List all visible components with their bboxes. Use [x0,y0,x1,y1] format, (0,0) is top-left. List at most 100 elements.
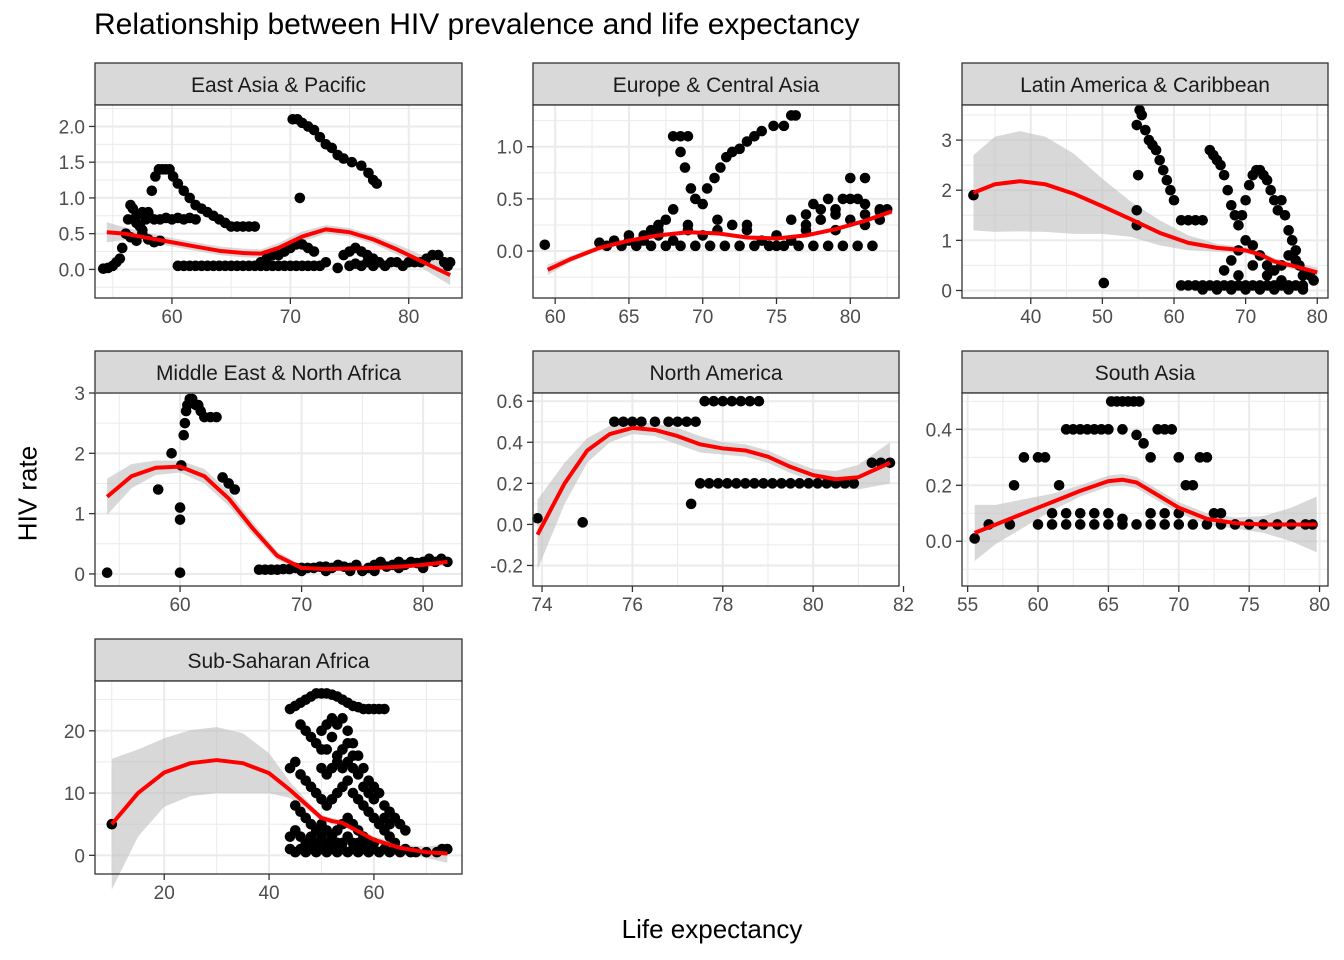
data-point [758,478,769,489]
data-point [709,172,720,184]
data-point [1247,240,1259,251]
panel-border [961,104,1329,299]
data-point [1154,154,1165,166]
data-point [749,240,760,252]
data-point [734,143,745,155]
data-point [636,416,647,428]
panel-border [961,392,1329,587]
data-point [1201,452,1213,463]
data-point [1215,159,1226,171]
data-point [289,756,301,768]
data-point [1197,214,1208,226]
y-tick-label: 1.0 [497,138,523,159]
data-point [1131,204,1143,216]
data-point [326,142,338,154]
data-point [675,130,686,142]
data-point [660,214,672,226]
data-point [645,240,657,252]
y-tick-label: 1 [941,231,952,252]
y-tick-label: 0 [941,281,952,302]
data-point [694,478,706,489]
data-point [178,185,190,197]
data-point [1134,396,1145,407]
y-tick-label: 0.4 [497,433,524,454]
data-point [346,156,358,168]
data-point [1131,119,1143,131]
x-tick-label: 60 [1163,307,1184,328]
data-point [1247,260,1259,271]
data-point [229,484,241,495]
data-point [384,818,395,830]
scatter-points [97,113,456,274]
data-point [1233,270,1244,281]
x-tick-label: 55 [957,595,978,616]
data-point [712,214,723,226]
y-tick-label: 0 [74,846,85,867]
data-point [837,193,849,205]
facet-strip [94,350,463,394]
y-tick-label: 1 [74,505,85,526]
y-tick-label: 0.5 [59,225,85,246]
y-tick-label: 0 [74,565,85,586]
confidence-ribbon [974,474,1317,561]
x-tick-label: 80 [1309,595,1330,616]
facet-strip-label: Sub-Saharan Africa [187,650,369,673]
facet-strip-label: Europe & Central Asia [613,74,820,97]
data-point [667,204,679,215]
data-point [1117,513,1128,525]
data-point [667,130,679,142]
data-point [1103,519,1114,530]
facet-panel: North America 74 76 78 80 82 -0.2 0.0 0.2 0.4 0.6 [490,350,914,616]
data-point [308,124,320,136]
data-point [785,478,796,489]
x-tick-label: 75 [1239,595,1260,616]
data-point [726,219,738,231]
y-tick-label: 0.0 [926,532,952,553]
x-axis-label: Life expectancy [621,914,803,944]
data-point [1161,174,1173,186]
data-point [812,478,823,489]
y-tick-label: 0.5 [497,190,523,211]
x-tick-label: 60 [1027,595,1048,616]
smooth-line [972,179,1318,275]
data-point [969,533,980,544]
data-point [444,256,456,268]
x-tick-label: 65 [618,307,639,328]
y-tick-label: 2 [941,181,952,202]
x-tick-label: 74 [531,595,553,616]
facet-panel: Sub-Saharan Africa 20 40 60 0 10 20 [64,638,463,904]
data-point [1138,438,1149,449]
data-point [623,230,635,241]
data-point [867,240,878,252]
data-point [1283,225,1294,236]
data-point [1145,519,1156,530]
data-point [1261,174,1273,186]
data-point [1283,284,1294,295]
data-point [1074,507,1086,519]
data-point [808,198,819,210]
data-point [1098,277,1110,289]
data-point [679,162,691,173]
data-point [116,242,128,254]
data-point [663,416,674,428]
data-point [768,120,779,132]
data-point [1117,424,1128,435]
data-point [1140,124,1151,136]
data-point [627,416,638,428]
data-point [803,478,814,489]
data-point [320,256,332,268]
scatter-points [532,395,896,528]
data-point [653,224,664,236]
data-point [703,478,715,489]
data-point [1089,519,1100,530]
data-point [1136,109,1148,121]
x-tick-label: 40 [258,883,279,904]
data-point [1145,452,1156,463]
data-point [1308,275,1319,286]
y-tick-label: 3 [941,131,952,152]
y-tick-label: -0.2 [490,556,523,577]
data-point [1157,164,1169,176]
data-point [190,214,201,225]
data-point [1046,507,1058,519]
panel-border [532,392,900,587]
